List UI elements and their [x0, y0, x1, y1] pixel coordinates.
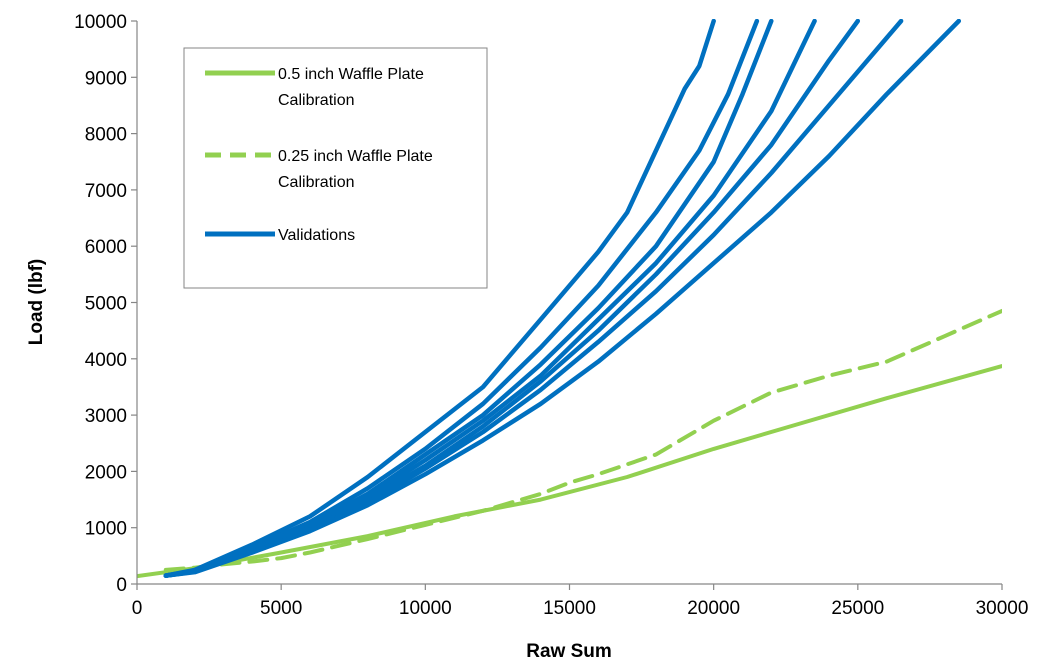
legend-label-1b: Calibration — [278, 174, 354, 191]
x-tick-label: 25000 — [831, 598, 884, 619]
x-tick-label: 20000 — [687, 598, 740, 619]
series-line-8 — [163, 19, 962, 578]
legend-label-2: Validations — [278, 227, 355, 244]
series-line-2 — [163, 19, 716, 578]
y-tick-label: 7000 — [85, 181, 127, 202]
y-axis-title: Load (lbf) — [26, 259, 47, 346]
x-tick-label: 5000 — [260, 598, 302, 619]
tick-labels: 0 5000 10000 15000 20000 25000 30000 0 1000 2000 3… — [74, 12, 1028, 619]
y-tick-label: 0 — [116, 575, 127, 596]
y-tick-label: 4000 — [85, 350, 127, 371]
legend-label-0a: 0.5 inch Waffle Plate — [278, 66, 424, 83]
x-tick-label: 30000 — [976, 598, 1029, 619]
ticks — [131, 20, 1003, 590]
y-tick-label: 3000 — [85, 406, 127, 427]
y-tick-label: 2000 — [85, 462, 127, 483]
y-tick-label: 8000 — [85, 125, 127, 146]
x-tick-label: 15000 — [543, 598, 596, 619]
series-line-1 — [163, 308, 1002, 572]
legend-label-0b: Calibration — [278, 92, 354, 109]
legend: 0.5 inch Waffle Plate Calibration 0.25 i… — [183, 47, 488, 289]
plot-lines — [137, 19, 1002, 579]
y-tick-label: 5000 — [85, 294, 127, 315]
x-tick-label: 10000 — [399, 598, 452, 619]
x-tick-label: 0 — [132, 598, 143, 619]
y-tick-label: 9000 — [85, 68, 127, 89]
y-tick-label: 6000 — [85, 237, 127, 258]
x-axis-title: Raw Sum — [526, 641, 612, 662]
y-tick-label: 10000 — [74, 12, 127, 33]
legend-label-1a: 0.25 inch Waffle Plate — [278, 148, 433, 165]
y-tick-label: 1000 — [85, 519, 127, 540]
legend-box — [183, 47, 488, 289]
series-line-0 — [137, 364, 1002, 579]
